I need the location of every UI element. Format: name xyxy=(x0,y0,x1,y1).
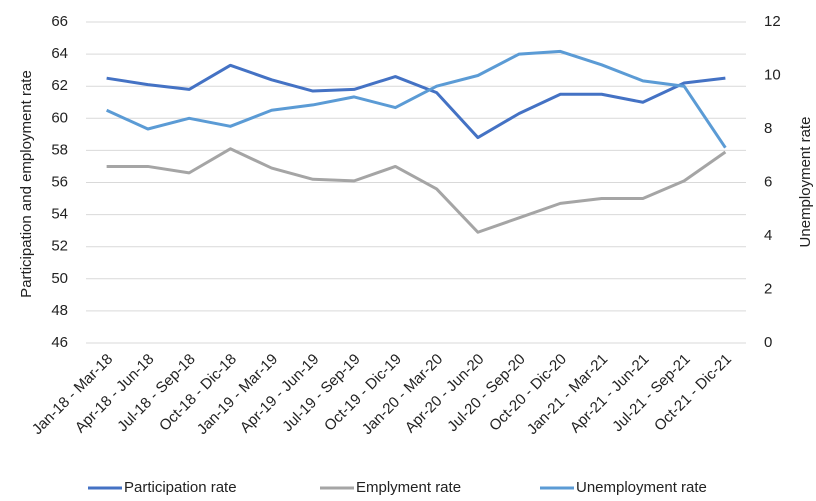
y-tick-label: 64 xyxy=(51,45,68,62)
y-tick-label: 46 xyxy=(51,334,68,351)
y-tick-label: 52 xyxy=(51,238,68,255)
y2-axis-title: Unemployment rate xyxy=(797,117,814,248)
y-tick-label: 56 xyxy=(51,173,68,190)
y-tick-label: 62 xyxy=(51,77,68,94)
y-tick-label: 60 xyxy=(51,109,68,126)
y-tick-label: 48 xyxy=(51,302,68,319)
legend-label: Participation rate xyxy=(124,479,237,496)
y2-tick-label: 8 xyxy=(764,120,772,137)
series-line xyxy=(106,63,726,140)
y-axis-title: Participation and employment rate xyxy=(18,70,35,298)
y2-tick-label: 2 xyxy=(764,280,772,297)
y2-tick-label: 4 xyxy=(764,227,772,244)
legend-label: Unemployment rate xyxy=(576,479,707,496)
y2-tick-label: 0 xyxy=(764,334,772,351)
y-tick-label: 50 xyxy=(51,270,68,287)
y-tick-label: 66 xyxy=(51,13,68,30)
y2-tick-label: 6 xyxy=(764,173,772,190)
y-tick-label: 58 xyxy=(51,141,68,158)
legend-label: Emplyment rate xyxy=(356,479,461,496)
y2-tick-label: 10 xyxy=(764,66,781,83)
y-tick-label: 54 xyxy=(51,206,68,223)
y2-tick-label: 12 xyxy=(764,13,781,30)
series-line xyxy=(106,147,727,234)
series-line xyxy=(106,49,727,149)
